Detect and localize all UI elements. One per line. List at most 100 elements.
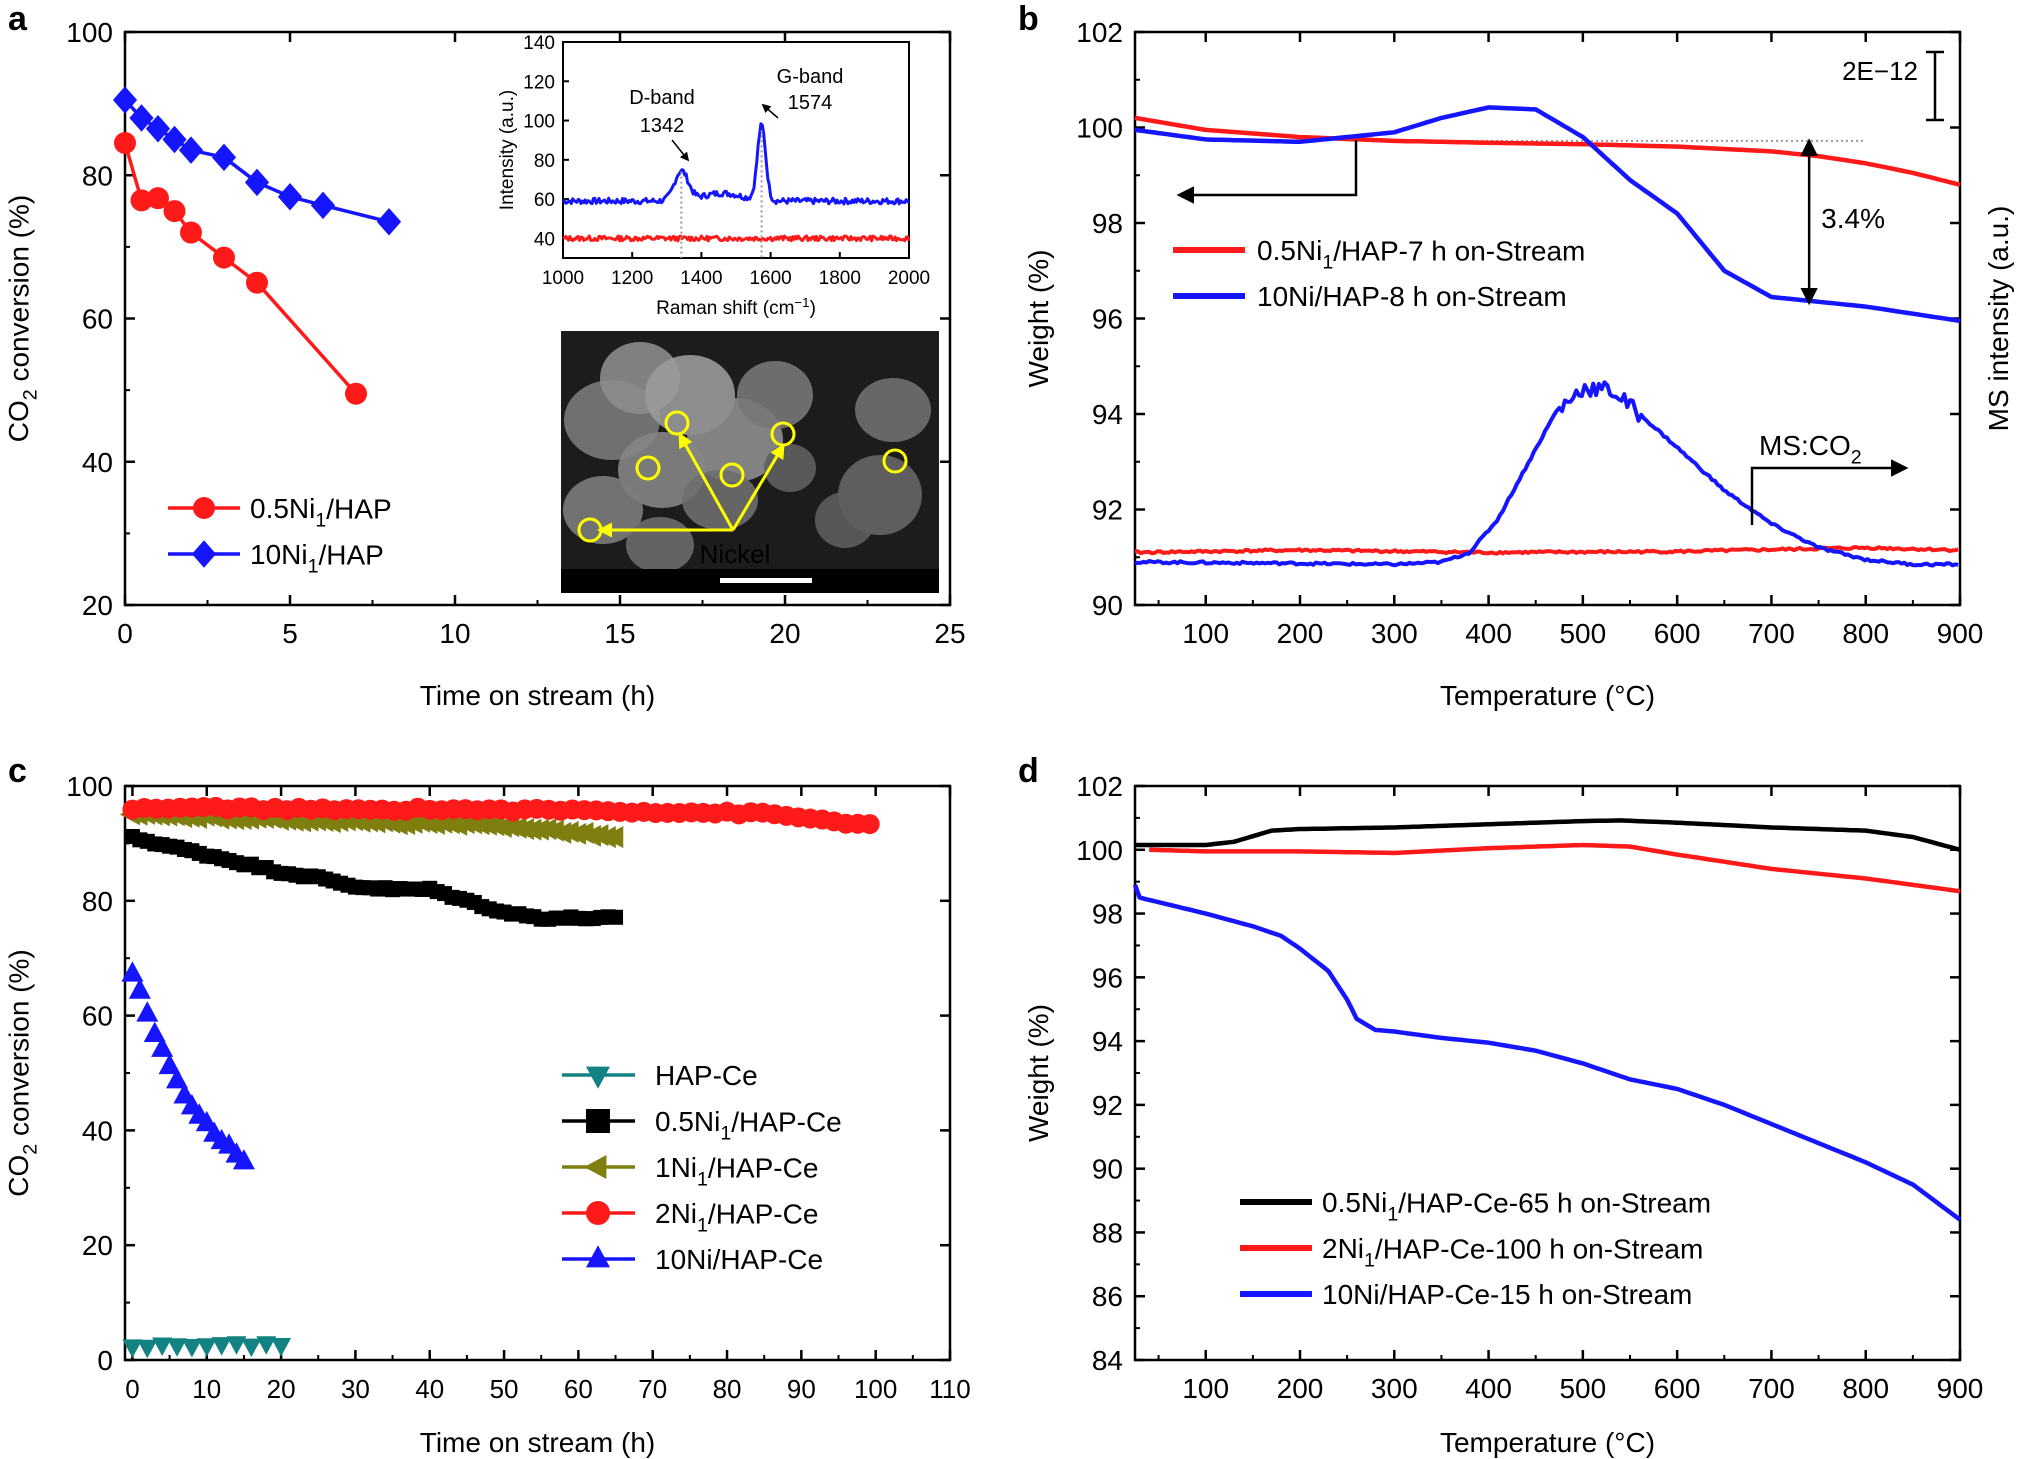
inset-y-tick-label: 140 (523, 33, 555, 54)
y-axis-label: CO2 conversion (%) (3, 195, 41, 442)
g-band-arrow (761, 103, 779, 119)
tem-particle (855, 378, 931, 442)
legend-marker (193, 497, 215, 519)
x-tick-label: 900 (1937, 618, 1984, 649)
x-tick-label: 800 (1842, 618, 1889, 649)
x-tick-label: 500 (1559, 1373, 1606, 1404)
x-tick-label: 80 (713, 1374, 742, 1404)
y-tick-label: 100 (66, 17, 113, 48)
y-tick-label: 94 (1092, 1026, 1123, 1057)
data-point (128, 978, 151, 999)
data-point (241, 1338, 262, 1358)
y-tick-label: 102 (1076, 771, 1123, 802)
data-point (859, 814, 880, 835)
legend-label: HAP-Ce (655, 1060, 758, 1091)
d-band-value: 1342 (640, 115, 685, 137)
panel-label: c (8, 752, 27, 790)
y-tick-label: 90 (1092, 590, 1123, 621)
nickel-arrow (678, 432, 735, 531)
data-point (136, 1001, 159, 1022)
data-point (180, 221, 202, 244)
x-tick-label: 25 (934, 618, 965, 649)
legend-label: 10Ni/HAP-Ce (655, 1244, 823, 1275)
legend-label: 10Ni/HAP-8 h on-Stream (1257, 281, 1567, 312)
scale-bar (720, 578, 812, 583)
d-band-arrow (671, 139, 690, 162)
x-axis-label: Temperature (°C) (1440, 680, 1655, 711)
inset-x-tick-label: 2000 (888, 268, 930, 289)
y-tick-label: 60 (82, 304, 113, 335)
x-tick-label: 100 (1182, 618, 1229, 649)
y-tick-label: 60 (82, 1001, 113, 1032)
legend-label: 0.5Ni1/HAP (250, 493, 392, 531)
x-tick-label: 300 (1371, 618, 1418, 649)
y-tick-label: 100 (1076, 113, 1123, 144)
inset-x-tick-label: 1600 (749, 268, 791, 289)
data-point (271, 1337, 292, 1357)
inset-y-tick-label: 100 (523, 112, 555, 133)
series-line-1 (1149, 842, 1961, 894)
data-point (167, 1338, 188, 1357)
data-point (137, 1339, 158, 1359)
weight-loss-label: 3.4% (1821, 203, 1885, 234)
nickel-label: Nickel (700, 539, 771, 569)
x-tick-label: 90 (787, 1374, 816, 1404)
x-tick-label: 700 (1748, 618, 1795, 649)
nickel-atom-marker (664, 410, 690, 436)
panel-label: b (1018, 0, 1039, 38)
data-point (376, 208, 402, 236)
series-line-2 (1132, 884, 1962, 1222)
y-tick-label: 86 (1092, 1281, 1123, 1312)
legend-marker (586, 1201, 610, 1225)
series-line-1 (1134, 105, 1961, 324)
x-tick-label: 40 (415, 1374, 444, 1404)
series-line (123, 98, 390, 224)
x-tick-label: 900 (1937, 1373, 1984, 1404)
series-1 (124, 828, 624, 927)
raman-red-line (562, 234, 911, 243)
data-point (181, 1338, 202, 1358)
y-tick-label: 96 (1092, 304, 1123, 335)
data-point (196, 1338, 217, 1357)
x-tick-label: 15 (604, 618, 635, 649)
legend-label: 2Ni1/HAP-Ce (655, 1198, 818, 1236)
data-point (114, 132, 136, 155)
x-tick-label: 60 (564, 1374, 593, 1404)
x-tick-label: 10 (192, 1374, 221, 1404)
nickel-arrow (731, 443, 785, 531)
tem-particle (563, 476, 643, 544)
data-point (244, 168, 270, 197)
tem-particle (626, 517, 694, 573)
data-point (129, 104, 154, 132)
legend-label: 1Ni1/HAP-Ce (655, 1152, 818, 1190)
g-band-value: 1574 (788, 92, 833, 114)
data-point (151, 1036, 174, 1057)
data-point (143, 1021, 166, 1042)
data-point (226, 1336, 247, 1355)
inset-frame (562, 41, 910, 259)
data-point (147, 187, 169, 210)
panel-label: d (1018, 752, 1039, 790)
x-tick-label: 10 (439, 618, 470, 649)
inset-y-tick-label: 120 (523, 72, 555, 93)
series-0 (114, 132, 367, 405)
x-tick-label: 20 (769, 618, 800, 649)
data-point (256, 1336, 277, 1355)
inset-x-tick-label: 1200 (611, 268, 653, 289)
series-3 (122, 796, 880, 835)
inset-y-label: Intensity (a.u.) (497, 90, 518, 210)
data-point (163, 200, 186, 223)
ms-scale-label: 2E−12 (1842, 56, 1918, 86)
x-tick-label: 30 (341, 1374, 370, 1404)
panel-d: d 100 200 300 400 500 600 700 800 900 84 86 88 90 92 94… (1018, 752, 1983, 1458)
y-tick-label: 90 (1092, 1154, 1123, 1185)
data-point (121, 961, 144, 982)
x-tick-label: 500 (1559, 618, 1606, 649)
tem-particle (737, 361, 813, 429)
panel-c: c 0 10 20 30 40 50 60 70 80 90 100 110 0 20 40 60 80 100 Ti… (3, 752, 971, 1458)
tem-particle (618, 432, 706, 508)
data-point (232, 1149, 255, 1170)
panel-b: b 100 200 300 400 500 600 700 800 900 90 92 94 96 98 10… (1018, 0, 2014, 711)
y-tick-label: 92 (1092, 495, 1123, 526)
y-axis-label-right: MS intensity (a.u.) (1983, 206, 2014, 432)
